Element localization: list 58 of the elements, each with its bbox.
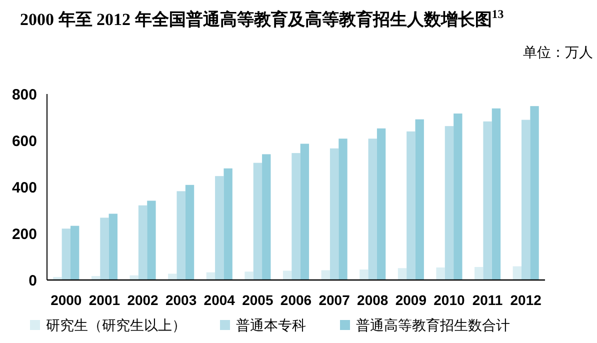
legend-label: 普通高等教育招生数合计: [356, 317, 510, 334]
bar: [522, 120, 530, 280]
bar: [100, 218, 109, 280]
bar: [444, 126, 454, 280]
x-tick-label: 2005: [242, 292, 274, 308]
x-tick-label: 2009: [395, 292, 427, 308]
bar: [338, 138, 348, 280]
bar: [70, 226, 80, 280]
x-tick-label: 2001: [88, 292, 120, 308]
x-tick-label: 2008: [357, 292, 388, 308]
bar: [147, 200, 156, 280]
bar: [368, 138, 377, 280]
x-tick-label: 2006: [280, 292, 312, 308]
legend-label: 研究生（研究生以上）: [46, 318, 186, 334]
bar: [176, 191, 186, 280]
bar: [330, 148, 339, 280]
x-tick-label: 2010: [434, 292, 466, 308]
chart-title: 2000 年至 2012 年全国普通高等教育及高等教育招生人数增长图$^{13}$: [20, 7, 504, 29]
bar: [530, 106, 539, 280]
bar: [168, 274, 177, 280]
bar: [360, 270, 368, 280]
bar: [398, 268, 407, 280]
bar: [282, 270, 292, 280]
bar: [454, 114, 462, 280]
bar: [483, 121, 492, 280]
y-tick-label: 200: [12, 226, 37, 243]
x-tick-label: 2002: [127, 292, 159, 308]
bar: [62, 228, 70, 280]
y-tick-label: 0: [28, 272, 37, 290]
bar: [474, 266, 484, 280]
legend-label: 普通本专科: [236, 317, 306, 334]
bar: [108, 214, 118, 280]
bar: [138, 205, 148, 280]
bar: [492, 108, 501, 280]
y-tick-label: 600: [12, 132, 37, 150]
bar: [300, 144, 310, 280]
bar: [215, 176, 224, 280]
x-tick-label: 2003: [166, 292, 197, 308]
x-tick-label: 2012: [510, 292, 542, 308]
bar: [512, 266, 522, 280]
bar: [224, 168, 232, 280]
bar: [185, 184, 194, 280]
text: 单位：万人: [523, 45, 593, 61]
x-tick-label: 2004: [204, 292, 236, 308]
bar: [376, 128, 386, 280]
x-tick-label: 2011: [472, 292, 503, 308]
bar: [292, 153, 300, 280]
bar: [415, 119, 424, 280]
bar: [244, 272, 254, 280]
bar: [436, 267, 445, 280]
y-tick-label: 400: [12, 179, 37, 196]
bar: [321, 270, 330, 280]
bar: [262, 154, 271, 280]
bar: [253, 162, 262, 280]
x-tick-label: 2000: [50, 292, 82, 308]
x-tick-label: 2007: [318, 292, 350, 308]
y-tick-label: 800: [12, 86, 37, 104]
bar: [406, 131, 416, 280]
